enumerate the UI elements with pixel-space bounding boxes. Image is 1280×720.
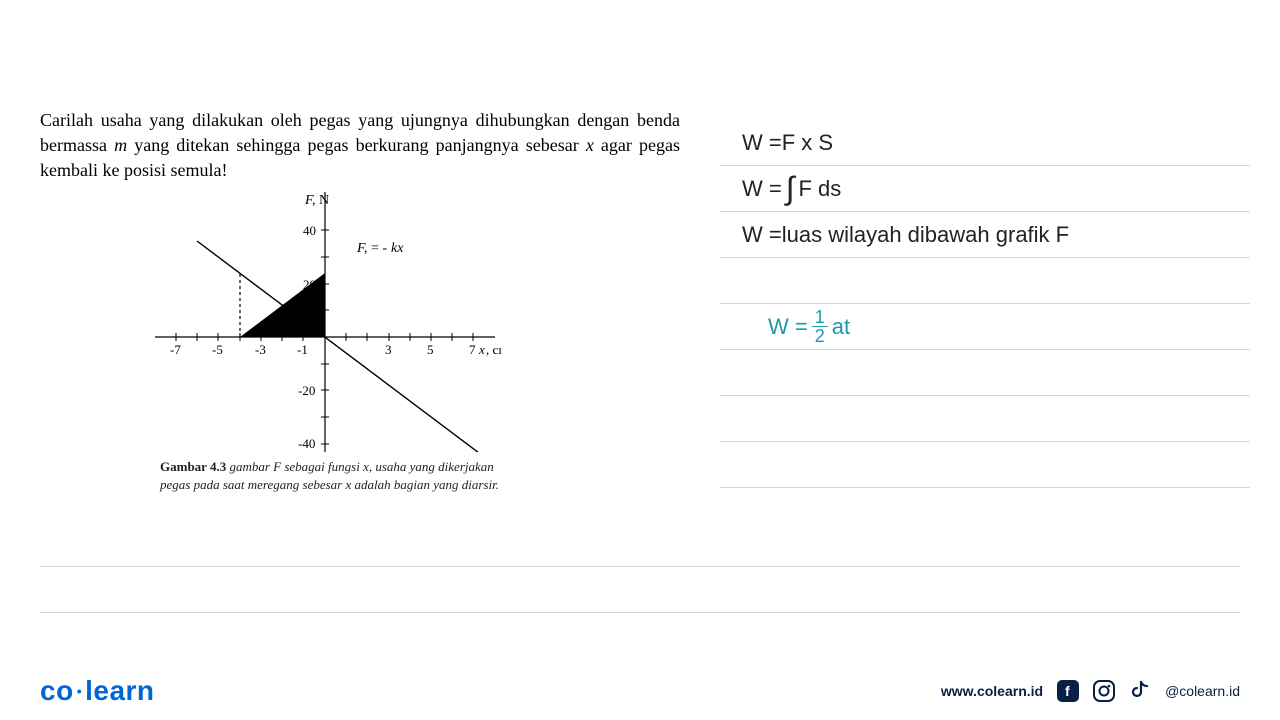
svg-text:, = -: , = - [364,241,387,256]
logo-dot-icon: • [77,683,82,699]
svg-text:5: 5 [427,342,434,357]
frac-den: 2 [812,327,828,345]
svg-text:-7: -7 [170,342,181,357]
svg-text:7: 7 [469,342,476,357]
tiktok-icon [1129,680,1151,702]
eq3-rhs: luas wilayah dibawah grafik F [782,222,1069,248]
spring-force-chart: F , N F , = - kx x , cı 40 20 -20 -40 -7… [155,192,505,452]
svg-text:-5: -5 [212,342,223,357]
svg-text:-20: -20 [298,383,315,398]
svg-text:20: 20 [303,277,316,292]
divider-2 [40,612,1240,613]
footer-url: www.colearn.id [941,683,1043,699]
eq2-rhs: F ds [799,176,842,202]
note-line-blank-4 [720,442,1250,488]
svg-text:-1: -1 [297,342,308,357]
caption-bold: Gambar 4.3 [160,459,226,474]
svg-text:x: x [478,342,485,357]
brand-logo: co•learn [40,675,155,707]
fraction-half: 1 2 [812,308,828,345]
svg-text:kx: kx [391,241,404,256]
logo-co: co [40,675,74,706]
handwritten-notes: W = F x S W = ∫ F ds W = luas wilayah di… [720,120,1250,488]
note-line-3: W = luas wilayah dibawah grafik F [720,212,1250,258]
note-line-blank [720,258,1250,304]
note-line-4: W = 1 2 at [720,304,1250,350]
frac-num: 1 [812,308,828,327]
svg-text:40: 40 [303,223,316,238]
svg-text:, cı: , cı [486,342,502,357]
logo-learn: learn [85,675,154,706]
instagram-icon [1093,680,1115,702]
problem-text: Carilah usaha yang dilakukan oleh pegas … [40,108,680,184]
integral-icon: ∫ [786,170,795,207]
svg-text:, N: , N [312,193,329,208]
svg-text:f: f [1065,683,1070,699]
eq2-lhs: W = [742,176,782,202]
svg-text:3: 3 [385,342,392,357]
note-line-2: W = ∫ F ds [720,166,1250,212]
figure-caption: Gambar 4.3 gambar F sebagai fungsi x, us… [160,458,520,493]
eq1-rhs: F x S [782,130,833,156]
eq1-lhs: W = [742,130,782,156]
svg-text:-40: -40 [298,436,315,451]
footer-handle: @colearn.id [1165,683,1240,699]
eq3-lhs: W = [742,222,782,248]
note-line-blank-2 [720,350,1250,396]
note-line-blank-3 [720,396,1250,442]
footer: co•learn www.colearn.id f @colearn.id [0,662,1280,720]
divider-1 [40,566,1240,567]
facebook-icon: f [1057,680,1079,702]
note-line-1: W = F x S [720,120,1250,166]
svg-text:-3: -3 [255,342,266,357]
footer-right: www.colearn.id f @colearn.id [941,680,1240,702]
eq4-lhs: W = [768,314,808,340]
eq4-rhs: at [832,314,850,340]
